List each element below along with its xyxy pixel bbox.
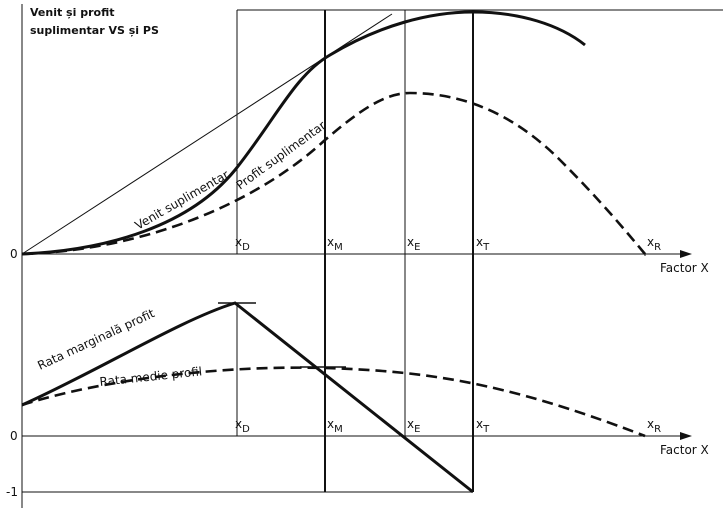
point-label: xT bbox=[476, 417, 490, 435]
point-base: x bbox=[327, 417, 334, 431]
point-label: xM bbox=[327, 417, 343, 435]
point-base: x bbox=[235, 235, 242, 249]
axis-label: Factor X bbox=[660, 443, 709, 457]
point-sub: T bbox=[482, 424, 490, 435]
minus-one-label: -1 bbox=[6, 485, 18, 499]
axis-label: Factor X bbox=[660, 261, 709, 275]
point-label: xE bbox=[407, 417, 420, 435]
title: suplimentar VS și PS bbox=[30, 24, 159, 37]
point-base: x bbox=[235, 417, 242, 431]
point-sub: E bbox=[414, 424, 420, 435]
curves bbox=[21, 10, 646, 494]
point-sub: R bbox=[654, 424, 661, 435]
point-base: x bbox=[407, 235, 414, 249]
point-base: x bbox=[407, 417, 414, 431]
origin-label: 0 bbox=[10, 429, 18, 443]
curve-label: Rata marginală profit bbox=[35, 306, 157, 373]
point-base: x bbox=[476, 235, 483, 249]
point-sub: D bbox=[242, 424, 250, 435]
point-label: xR bbox=[647, 235, 661, 253]
point-label: xD bbox=[235, 235, 250, 253]
point-base: x bbox=[647, 235, 654, 249]
point-label: xE bbox=[407, 235, 420, 253]
point-label: xD bbox=[235, 417, 250, 435]
point-sub: M bbox=[334, 424, 343, 435]
frame-lines bbox=[21, 4, 723, 508]
point-sub: R bbox=[654, 242, 661, 253]
title: Venit și profit bbox=[30, 6, 114, 19]
point-sub: D bbox=[242, 242, 250, 253]
curve-label: Rata medie profil bbox=[99, 364, 203, 389]
point-sub: E bbox=[414, 242, 420, 253]
point-base: x bbox=[476, 417, 483, 431]
point-label: xR bbox=[647, 417, 661, 435]
point-sub: T bbox=[482, 242, 490, 253]
point-base: x bbox=[647, 417, 654, 431]
point-sub: M bbox=[334, 242, 343, 253]
point-label: xT bbox=[476, 235, 490, 253]
point-base: x bbox=[327, 235, 334, 249]
point-label: xM bbox=[327, 235, 343, 253]
origin-label: 0 bbox=[10, 247, 18, 261]
